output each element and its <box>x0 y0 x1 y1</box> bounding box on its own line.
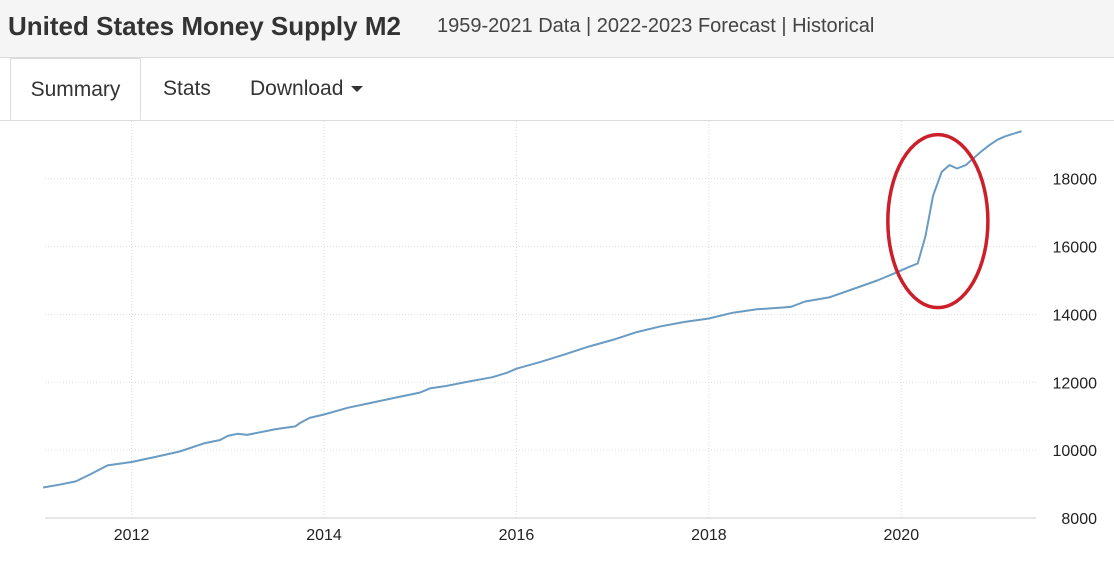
y-tick-label: 8000 <box>1061 511 1097 528</box>
x-axis-ticks: 2012 2014 2016 2018 2020 <box>114 527 919 544</box>
tab-summary-label: Summary <box>30 78 121 101</box>
tab-download[interactable]: Download <box>250 58 364 120</box>
x-tick-label: 2018 <box>691 527 727 544</box>
tab-stats[interactable]: Stats <box>163 58 211 120</box>
tab-stats-label: Stats <box>163 77 211 100</box>
y-tick-label: 10000 <box>1053 443 1098 460</box>
y-axis-ticks: 8000 10000 12000 14000 16000 18000 <box>1053 172 1098 528</box>
page-title: United States Money Supply M2 <box>8 11 401 41</box>
y-tick-label: 14000 <box>1053 307 1098 324</box>
money-supply-chart: 2012 2014 2016 2018 2020 8000 10000 12000 14000… <box>42 121 1098 544</box>
x-tick-label: 2014 <box>306 527 342 544</box>
chart-grid <box>45 121 1036 519</box>
y-tick-label: 18000 <box>1053 172 1098 189</box>
chart-annotations <box>886 132 990 310</box>
y-tick-label: 16000 <box>1053 240 1098 257</box>
page-subtitle: 1959-2021 Data | 2022-2023 Forecast | Hi… <box>437 15 875 37</box>
y-tick-label: 12000 <box>1053 375 1098 392</box>
caret-down-icon <box>351 86 364 93</box>
tab-download-label: Download <box>250 77 344 100</box>
x-tick-label: 2012 <box>114 527 150 544</box>
x-tick-label: 2016 <box>499 527 535 544</box>
chart-series <box>42 130 1022 489</box>
highlight-ellipse <box>886 132 990 310</box>
page-header: United States Money Supply M2 1959-2021 … <box>0 0 1114 58</box>
series-line <box>42 130 1022 489</box>
x-tick-label: 2020 <box>884 527 920 544</box>
tab-summary[interactable]: Summary <box>10 58 141 120</box>
tab-bar: Summary Stats Download <box>0 58 1114 121</box>
